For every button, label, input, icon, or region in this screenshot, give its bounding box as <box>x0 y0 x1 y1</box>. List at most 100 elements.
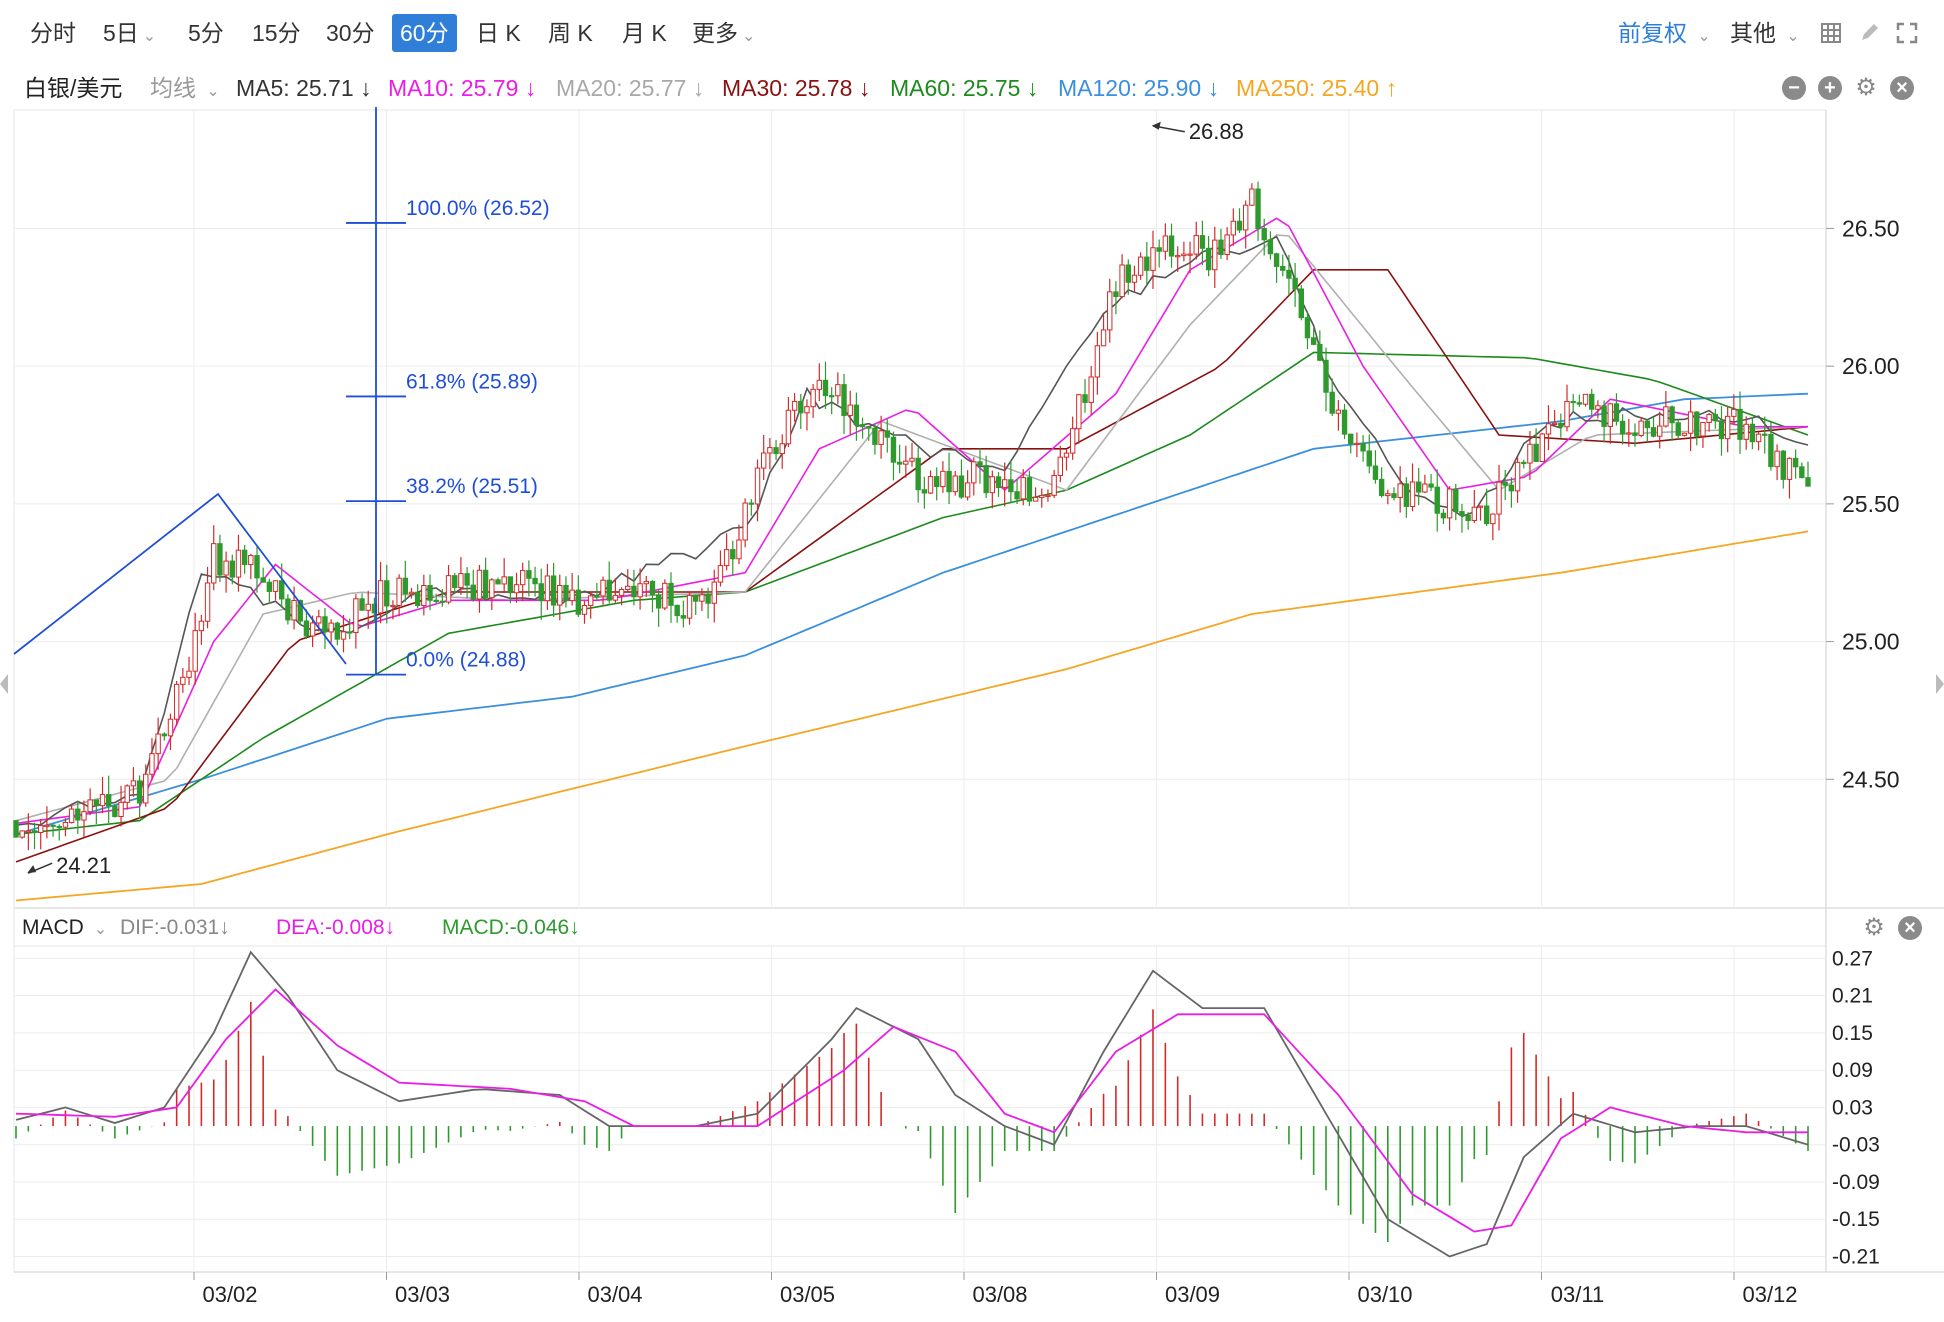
candle-body <box>297 600 303 622</box>
tab-label: 30分 <box>326 20 375 46</box>
candle-body <box>575 589 582 615</box>
candle-body <box>1755 433 1762 443</box>
candle-body <box>1032 496 1039 502</box>
candle-body <box>235 549 242 578</box>
candle-body <box>130 780 137 787</box>
candle-body <box>835 384 841 397</box>
tab-period-1[interactable]: 5日 ⌄ <box>95 14 164 52</box>
candle-body <box>1020 477 1026 500</box>
close-icon[interactable]: × <box>1898 916 1922 940</box>
candle-body <box>1001 479 1008 489</box>
tab-label: 分时 <box>30 20 76 46</box>
candle-body <box>1236 220 1243 231</box>
other-dropdown[interactable]: 其他 ⌄ <box>1730 14 1800 52</box>
candle-body <box>1088 376 1094 403</box>
candle-body <box>1230 220 1237 236</box>
arrow-head-icon <box>27 865 37 874</box>
candle-body <box>872 427 878 445</box>
candle-body <box>1570 400 1576 404</box>
macd-name: MACD <box>22 916 84 939</box>
candle-body <box>983 465 989 494</box>
candle-body <box>1582 393 1589 405</box>
candle-body <box>1119 264 1125 298</box>
ma-legend-item: MA60: 25.75 ↓ <box>890 75 1039 101</box>
macd-legend-item: DIF:-0.031↓ <box>120 916 230 939</box>
candle-body <box>105 794 112 807</box>
tab-period-0[interactable]: 分时 <box>22 14 84 52</box>
candle-body <box>217 543 223 576</box>
candle-body <box>1687 411 1694 434</box>
candle-body <box>557 584 563 606</box>
tab-period-6[interactable]: 日 K <box>468 14 529 52</box>
candle-body <box>1144 256 1150 271</box>
gear-icon[interactable]: ⚙ <box>1855 74 1877 101</box>
candle-body <box>946 470 952 493</box>
candle-body <box>686 594 693 619</box>
ma-type-dropdown[interactable]: 均线 ⌄ <box>150 66 220 114</box>
tab-period-7[interactable]: 周 K <box>540 14 601 52</box>
candle-body <box>804 406 810 414</box>
tab-period-8[interactable]: 月 K <box>614 14 675 52</box>
candle-body <box>192 630 198 672</box>
macd-dropdown[interactable]: MACD ⌄ <box>22 910 107 948</box>
candle-body <box>1700 421 1706 437</box>
candle-body <box>655 594 662 609</box>
candle-body <box>1632 432 1638 436</box>
candle-body <box>427 585 433 601</box>
minimize-icon[interactable]: − <box>1782 76 1806 100</box>
candle-body <box>38 825 44 833</box>
candle-body <box>1428 483 1434 488</box>
candle-body <box>501 576 507 585</box>
tab-period-3[interactable]: 15分 <box>244 14 309 52</box>
add-icon[interactable]: + <box>1818 76 1842 100</box>
candle-body <box>1045 494 1051 498</box>
candle-body <box>507 576 514 594</box>
candle-body <box>890 436 897 463</box>
candle-body <box>346 631 353 634</box>
candle-body <box>1193 235 1199 255</box>
adjust-dropdown[interactable]: 前复权 ⌄ <box>1618 14 1711 52</box>
candle-body <box>1434 486 1440 514</box>
tab-period-4[interactable]: 30分 <box>318 14 383 52</box>
candle-body <box>1440 512 1447 519</box>
candle-body <box>736 539 742 560</box>
candle-body <box>760 452 767 469</box>
ma-legend-item: MA30: 25.78 ↓ <box>722 75 871 101</box>
candle-body <box>1694 411 1700 437</box>
candle-body <box>1805 477 1811 487</box>
candle-body <box>458 573 464 589</box>
candle-body <box>1385 493 1391 497</box>
x-tick-label: 03/11 <box>1551 1282 1604 1307</box>
candle-body <box>1063 452 1070 458</box>
fib-level-label: 61.8% (25.89) <box>406 370 538 393</box>
candle-body <box>334 622 341 640</box>
candle-body <box>1446 488 1453 519</box>
candle-body <box>532 577 538 585</box>
gear-icon[interactable]: ⚙ <box>1863 914 1885 941</box>
candle-body <box>1644 420 1651 429</box>
candle-body <box>1490 513 1496 525</box>
x-tick-label: 03/10 <box>1357 1282 1412 1307</box>
candle-body <box>167 718 174 737</box>
tab-period-5[interactable]: 60分 <box>392 14 457 52</box>
scroll-left-icon[interactable] <box>0 674 8 694</box>
close-icon[interactable]: × <box>1890 76 1914 100</box>
candle-body <box>155 733 161 755</box>
fib-level-label: 0.0% (24.88) <box>406 649 526 672</box>
candle-body <box>1675 422 1681 436</box>
candle-body <box>1341 409 1348 435</box>
candle-body <box>1069 428 1076 454</box>
tab-period-2[interactable]: 5分 <box>180 14 232 52</box>
scroll-right-icon[interactable] <box>1936 674 1944 694</box>
candle-body <box>1137 256 1144 276</box>
candle-body <box>272 580 279 592</box>
pen-icon[interactable] <box>1858 22 1880 44</box>
tab-period-9[interactable]: 更多 ⌄ <box>684 14 763 52</box>
fullscreen-icon[interactable] <box>1896 22 1918 44</box>
candle-body <box>1558 422 1564 428</box>
candle-body <box>1224 234 1230 256</box>
x-tick-label: 03/04 <box>587 1282 642 1307</box>
grid-icon[interactable] <box>1820 22 1842 44</box>
dea-line <box>15 988 1808 1233</box>
candle-body <box>254 555 260 579</box>
